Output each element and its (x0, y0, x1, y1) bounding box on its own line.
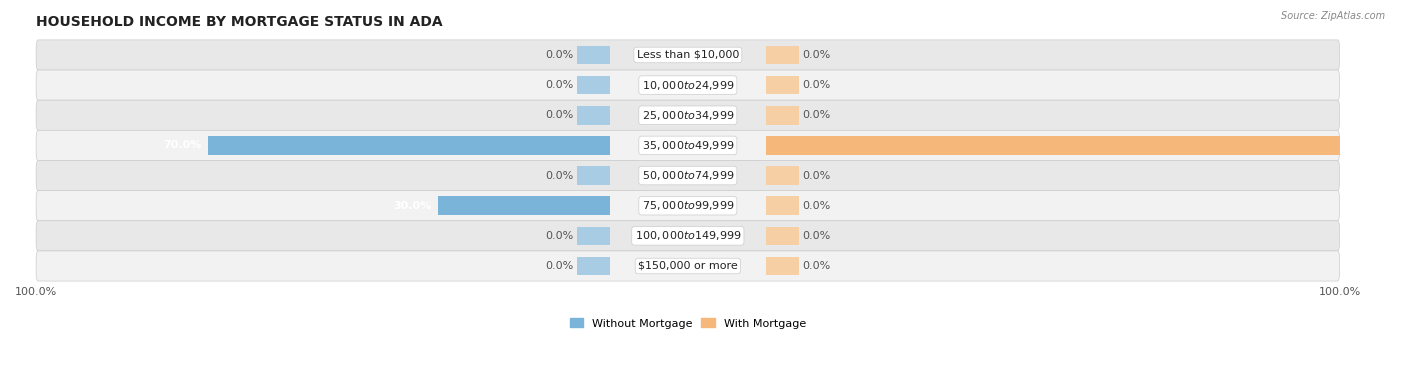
Bar (576, 227, 610, 245)
Text: 0.0%: 0.0% (546, 50, 574, 60)
Text: 0.0%: 0.0% (546, 170, 574, 181)
Bar (766, 46, 799, 64)
Text: 0.0%: 0.0% (546, 231, 574, 241)
Text: 0.0%: 0.0% (801, 80, 830, 90)
Text: 0.0%: 0.0% (801, 170, 830, 181)
Text: 0.0%: 0.0% (546, 80, 574, 90)
Text: 0.0%: 0.0% (801, 50, 830, 60)
Bar (766, 227, 799, 245)
Text: $75,000 to $99,999: $75,000 to $99,999 (641, 199, 734, 212)
Text: 0.0%: 0.0% (801, 110, 830, 120)
Bar (766, 106, 799, 125)
Bar (766, 76, 799, 95)
FancyBboxPatch shape (37, 221, 1340, 251)
FancyBboxPatch shape (37, 130, 1340, 161)
FancyBboxPatch shape (37, 100, 1340, 130)
Text: $25,000 to $34,999: $25,000 to $34,999 (641, 109, 734, 122)
FancyBboxPatch shape (37, 40, 1340, 70)
Text: 0.0%: 0.0% (801, 231, 830, 241)
Text: $100,000 to $149,999: $100,000 to $149,999 (634, 229, 741, 242)
Text: 30.0%: 30.0% (392, 201, 432, 211)
Text: 70.0%: 70.0% (163, 140, 201, 150)
Bar (437, 196, 610, 215)
Text: $10,000 to $24,999: $10,000 to $24,999 (641, 79, 734, 92)
Bar (576, 106, 610, 125)
FancyBboxPatch shape (37, 251, 1340, 281)
Text: $50,000 to $74,999: $50,000 to $74,999 (641, 169, 734, 182)
Legend: Without Mortgage, With Mortgage: Without Mortgage, With Mortgage (569, 318, 806, 329)
Text: HOUSEHOLD INCOME BY MORTGAGE STATUS IN ADA: HOUSEHOLD INCOME BY MORTGAGE STATUS IN A… (37, 15, 443, 29)
Bar (766, 136, 1340, 155)
FancyBboxPatch shape (37, 70, 1340, 100)
FancyBboxPatch shape (37, 161, 1340, 191)
Bar (576, 46, 610, 64)
Text: 0.0%: 0.0% (546, 110, 574, 120)
Text: Less than $10,000: Less than $10,000 (637, 50, 740, 60)
Text: 0.0%: 0.0% (546, 261, 574, 271)
Text: Source: ZipAtlas.com: Source: ZipAtlas.com (1281, 11, 1385, 21)
Bar (766, 166, 799, 185)
Bar (576, 166, 610, 185)
Text: 0.0%: 0.0% (801, 201, 830, 211)
Bar (576, 76, 610, 95)
Bar (576, 257, 610, 275)
Text: $35,000 to $49,999: $35,000 to $49,999 (641, 139, 734, 152)
Bar (766, 196, 799, 215)
FancyBboxPatch shape (37, 191, 1340, 221)
Text: 100.0%: 100.0% (1346, 140, 1392, 150)
Text: $150,000 or more: $150,000 or more (638, 261, 738, 271)
Text: 0.0%: 0.0% (801, 261, 830, 271)
Bar (766, 257, 799, 275)
Bar (208, 136, 610, 155)
